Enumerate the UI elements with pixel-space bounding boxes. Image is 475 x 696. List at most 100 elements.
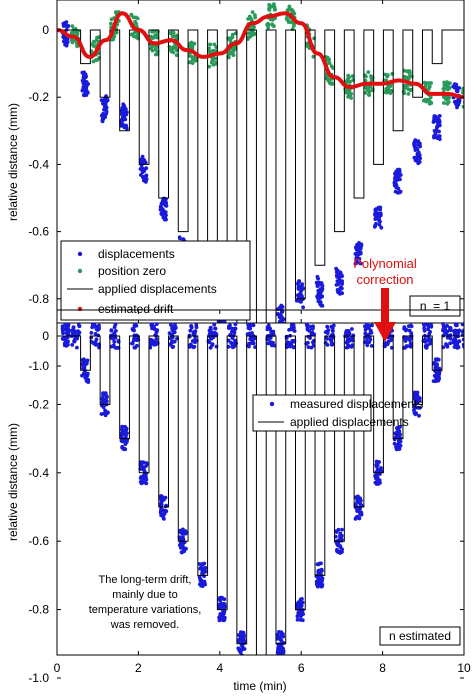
- displacement-point: [189, 324, 194, 328]
- displacement-point: [373, 473, 378, 478]
- displacement-point: [465, 322, 469, 326]
- displacement-point: [164, 213, 168, 218]
- legend-measured-label: measured displacements: [290, 397, 423, 411]
- displacement-point: [154, 337, 159, 341]
- displacement-point: [350, 327, 354, 331]
- displacement-point: [257, 366, 261, 370]
- displacement-point: [409, 323, 413, 328]
- displacement-point: [413, 395, 417, 400]
- displacement-point: [468, 343, 472, 347]
- displacement-point: [465, 334, 469, 338]
- displacement-point: [330, 328, 335, 333]
- displacement-point: [258, 667, 262, 671]
- position-zero-point: [230, 35, 235, 40]
- displacement-point: [306, 323, 310, 328]
- top-legend-box: [60, 240, 251, 321]
- displacement-point: [276, 653, 280, 655]
- displacement-point: [258, 672, 262, 676]
- displacement-point: [91, 323, 96, 327]
- position-zero-point: [466, 105, 470, 109]
- displacement-point: [139, 461, 144, 466]
- displacement-point: [261, 665, 265, 669]
- position-zero-point: [348, 80, 352, 84]
- position-zero-point: [169, 30, 174, 35]
- y-tick-label: -0.6: [28, 225, 49, 239]
- position-zero-point: [365, 87, 369, 92]
- displacement-point: [242, 327, 246, 331]
- displacement-point: [437, 134, 442, 138]
- displacement-point: [124, 426, 129, 431]
- displacement-point: [198, 576, 203, 581]
- displacement-point: [378, 219, 382, 224]
- displacement-point: [425, 323, 429, 327]
- displacement-point: [397, 444, 401, 449]
- callout-arrow: [374, 288, 396, 342]
- displacement-point: [335, 274, 340, 279]
- displacement-point: [466, 339, 470, 343]
- displacement-point: [277, 323, 281, 327]
- displacement-point: [170, 339, 174, 344]
- displacement-point: [70, 329, 74, 333]
- displacement-point: [257, 354, 261, 358]
- displacement-point: [251, 340, 256, 345]
- displacement-point: [315, 582, 319, 587]
- displacement-point: [454, 84, 459, 89]
- position-zero-point: [464, 104, 468, 108]
- displacement-point: [295, 617, 300, 622]
- displacement-point: [243, 327, 247, 331]
- position-zero-point: [468, 94, 472, 98]
- displacement-point: [437, 123, 442, 128]
- displacement-point: [188, 328, 193, 333]
- displacement-point: [350, 336, 354, 340]
- displacement-point: [408, 341, 413, 346]
- displacement-point: [260, 359, 264, 363]
- position-zero-point: [345, 77, 350, 82]
- position-zero-point: [190, 55, 195, 59]
- x-axis-label: time (min): [233, 679, 286, 693]
- displacement-point: [242, 345, 246, 349]
- displacement-point: [93, 342, 98, 346]
- displacement-point: [287, 343, 292, 347]
- position-zero-point: [109, 21, 113, 26]
- top-annotation-frame: [409, 295, 461, 317]
- displacement-point: [465, 343, 469, 347]
- displacement-point: [261, 361, 265, 365]
- displacement-point: [316, 296, 320, 301]
- displacement-point: [111, 343, 116, 348]
- bottom-applied-displacements-line: [57, 335, 464, 655]
- displacement-point: [465, 329, 469, 333]
- position-zero-point: [442, 80, 447, 85]
- displacement-point: [300, 284, 304, 289]
- displacement-point: [239, 643, 244, 648]
- position-zero-point: [271, 23, 275, 28]
- displacement-point: [102, 106, 107, 111]
- displacement-point: [63, 338, 68, 342]
- drift-note-line-1: The long-term drift,: [99, 574, 192, 586]
- displacement-point: [359, 503, 364, 508]
- displacement-point: [344, 329, 349, 333]
- position-zero-point: [129, 13, 134, 17]
- displacement-point: [242, 633, 246, 638]
- top-annotation-box: n = 1: [409, 295, 461, 317]
- position-zero-point: [428, 100, 432, 105]
- displacement-point: [113, 322, 118, 327]
- displacement-point: [203, 569, 208, 573]
- displacement-point: [267, 341, 272, 346]
- displacement-point: [340, 527, 344, 532]
- displacement-point: [316, 299, 321, 304]
- displacement-point: [163, 210, 168, 215]
- displacement-point: [412, 155, 417, 160]
- displacement-point: [298, 597, 303, 602]
- displacement-point: [262, 359, 266, 363]
- displacement-point: [103, 408, 107, 413]
- displacement-point: [238, 334, 242, 338]
- displacement-point: [85, 90, 90, 95]
- displacement-point: [123, 447, 128, 452]
- displacement-point: [415, 147, 420, 151]
- displacement-point: [258, 672, 262, 676]
- top-panel: 0 -0.2 -0.4 -0.6 -0.8 -1.0 relative distance …: [6, 0, 472, 373]
- displacement-point: [258, 673, 262, 677]
- position-zero-point: [69, 38, 74, 43]
- displacement-point: [155, 328, 160, 333]
